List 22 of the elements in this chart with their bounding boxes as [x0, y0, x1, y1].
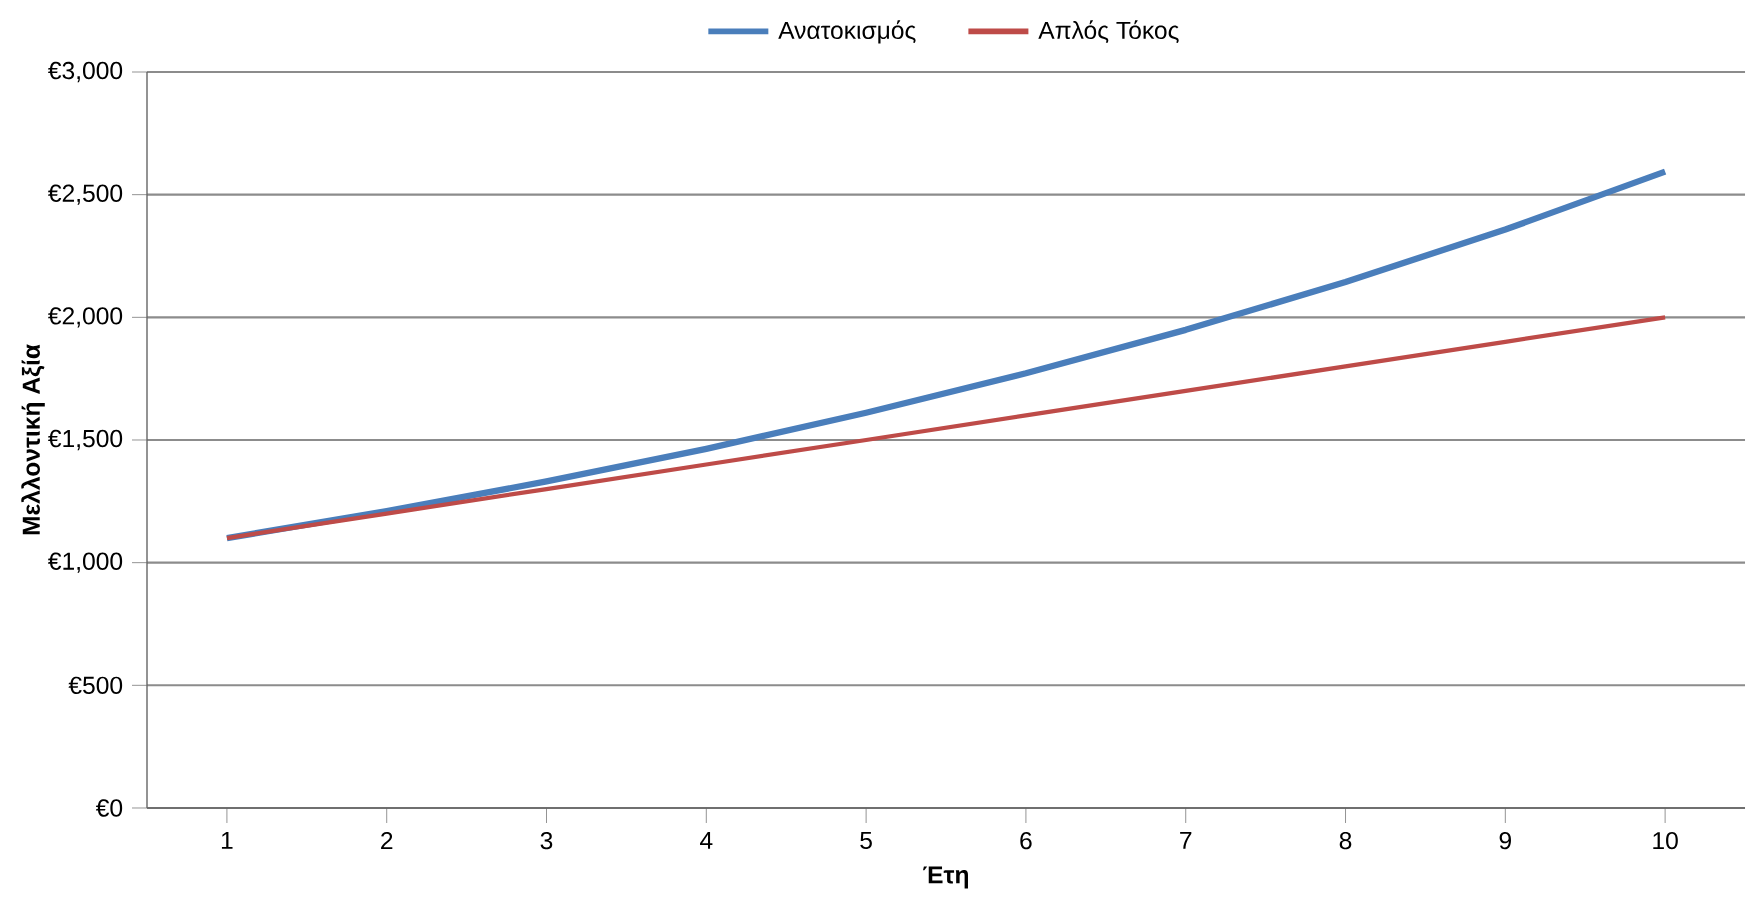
y-tick-label: €1,500 — [48, 430, 123, 451]
x-tick-label: 5 — [860, 832, 872, 850]
y-tick-label: €3,000 — [48, 62, 123, 83]
x-axis-title: Έτη — [923, 866, 968, 889]
x-tick-label: 6 — [1020, 832, 1032, 850]
x-tick-label: 3 — [540, 832, 553, 850]
legend-label: Ανατοκισμός — [778, 20, 916, 44]
x-tick-label: 8 — [1339, 832, 1352, 850]
x-tick-label: 9 — [1499, 832, 1511, 850]
x-tick-label: 2 — [381, 832, 393, 850]
x-tick-label: 10 — [1653, 832, 1678, 850]
y-tick-label: €1,000 — [48, 552, 123, 573]
x-tick-label: 4 — [700, 832, 713, 849]
y-tick-label: €0 — [95, 799, 123, 817]
y-axis-title: Μελλοντική Αξία — [21, 344, 45, 535]
x-tick-label: 1 — [221, 832, 233, 849]
y-tick-label: €2,500 — [48, 184, 123, 205]
y-tick-label: €2,000 — [48, 307, 123, 328]
legend-label: Απλός Τόκος — [1038, 20, 1179, 44]
x-tick-label: 7 — [1180, 832, 1192, 849]
y-tick-label: €500 — [68, 676, 123, 695]
line-series — [224, 315, 1668, 541]
